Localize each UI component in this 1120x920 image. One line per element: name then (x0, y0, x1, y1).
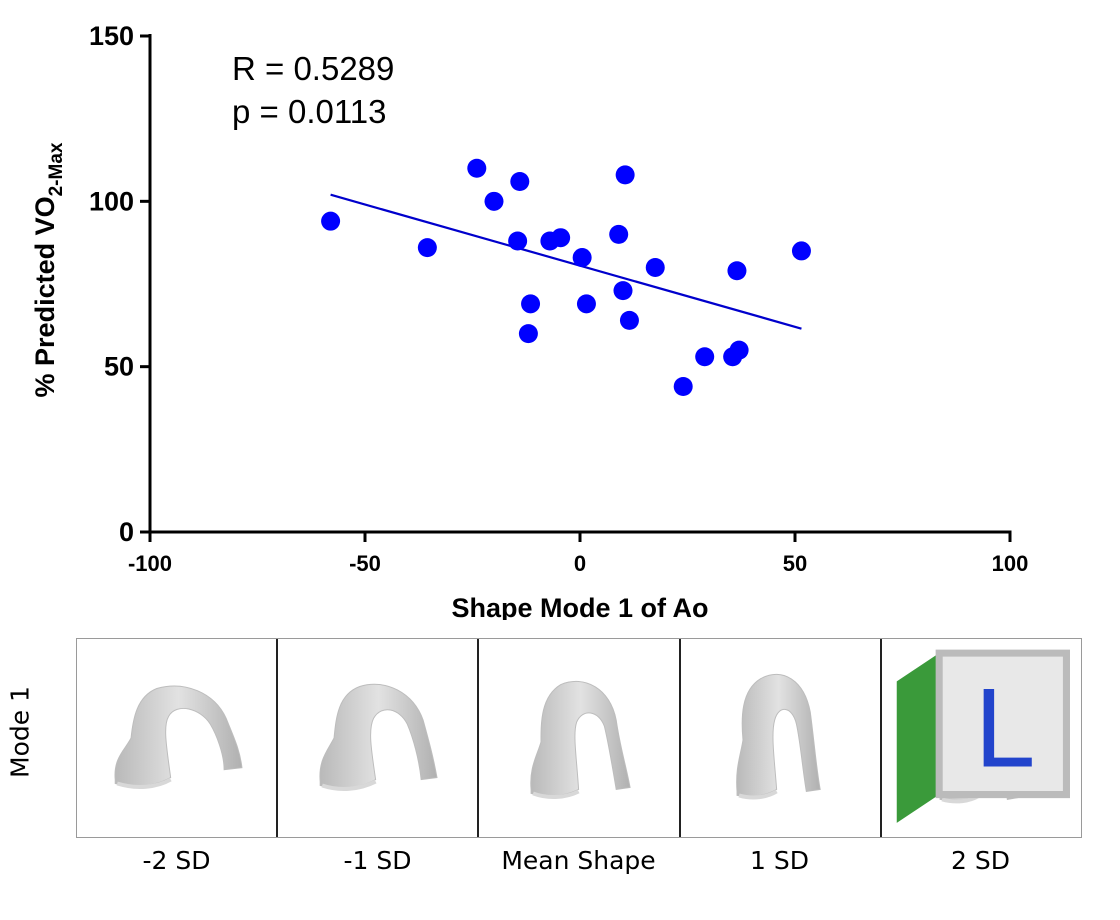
shape-panel-plus-1sd (681, 639, 882, 837)
data-point (510, 171, 530, 191)
shape-panel-minus-2sd (77, 639, 279, 837)
shape-panel-minus-1sd (278, 639, 480, 837)
orientation-cube-icon: L (896, 649, 1070, 823)
tick-labels: -100 -50 0 50 100 0 50 100 150 (89, 21, 1028, 576)
r-value-annotation: R = 0.5289 (232, 50, 394, 87)
data-point (791, 241, 811, 261)
data-point (727, 261, 747, 281)
y-tick-label: 0 (119, 517, 134, 547)
panel-label-plus-1sd: 1 SD (750, 846, 809, 875)
x-tick-label: -100 (128, 551, 172, 576)
x-tick-label: 50 (783, 551, 807, 576)
panel-label-minus-1sd: -1 SD (343, 846, 412, 875)
data-point (609, 224, 629, 244)
panel-label-minus-2sd: -2 SD (142, 846, 211, 875)
y-tick-label: 100 (89, 186, 134, 216)
x-tick-label: 0 (574, 551, 586, 576)
y-axis-title-main: % Predicted VO (30, 196, 60, 397)
panel-label-mean: Mean Shape (501, 846, 656, 875)
data-point (417, 238, 437, 258)
data-point (572, 248, 592, 268)
shape-panel-plus-2sd: L (882, 639, 1081, 837)
data-point (467, 158, 487, 178)
x-axis-title: Shape Mode 1 of Ao (451, 593, 708, 620)
data-point (518, 324, 538, 344)
data-point (508, 231, 528, 251)
data-point (576, 294, 596, 314)
p-value-annotation: p = 0.0113 (232, 93, 386, 130)
regression-line (330, 193, 802, 330)
data-point (551, 228, 571, 248)
x-tick-label: -50 (349, 551, 381, 576)
panel-label-plus-2sd: 2 SD (951, 846, 1010, 875)
data-point (521, 294, 541, 314)
x-tick-label: 100 (992, 551, 1029, 576)
scatter-chart: -100 -50 0 50 100 0 50 100 150 R = 0.5289 p = 0.… (30, 21, 1028, 620)
y-tick-label: 50 (104, 352, 134, 382)
data-point (729, 340, 749, 360)
shape-panel-mean (479, 639, 681, 837)
mode-row-label: Mode 1 (5, 686, 35, 778)
y-tick-label: 150 (89, 21, 134, 51)
axes (140, 34, 1012, 542)
y-axis-title-subscript: 2-Max (46, 142, 67, 196)
aorta-shape-plus-1sd (735, 674, 821, 800)
orientation-marker-label: L (973, 669, 1032, 792)
data-point (619, 310, 639, 330)
aorta-shape-minus-2sd (114, 685, 243, 789)
data-point (615, 165, 635, 185)
data-point (673, 377, 693, 397)
data-points (321, 158, 811, 397)
data-point (645, 257, 665, 277)
aorta-shape-mean (530, 680, 632, 799)
aorta-shape-minus-1sd (319, 683, 438, 791)
data-point (695, 347, 715, 367)
data-point (484, 191, 504, 211)
y-axis-title: % Predicted VO2-Max (30, 142, 67, 397)
data-point (321, 211, 341, 231)
data-point (613, 281, 633, 301)
shape-panel-strip: L (76, 638, 1082, 838)
